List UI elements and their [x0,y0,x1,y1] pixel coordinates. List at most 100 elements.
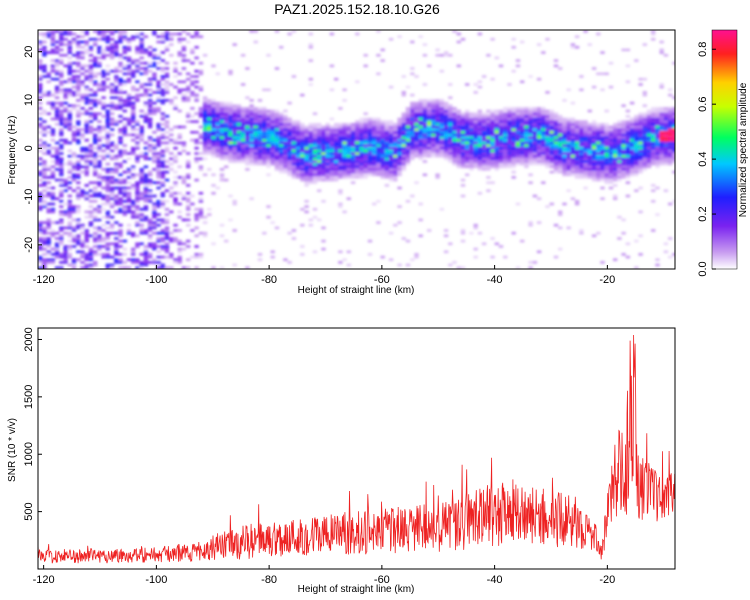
heatmap-cell [566,173,571,177]
heatmap-cell [393,123,398,126]
heatmap-cell [257,107,263,110]
tick-label: -20 [23,237,35,253]
heatmap-cell [651,32,656,36]
heatmap-cell [570,101,576,105]
heatmap-cell [579,168,584,171]
heatmap-cell [498,64,504,68]
heatmap-cell [520,128,525,131]
heatmap-cell [481,136,487,139]
heatmap-cell [486,176,491,179]
heatmap-cell [160,141,165,145]
heatmap-cell [160,133,165,137]
heatmap-cell [304,144,309,147]
heatmap-cell [621,218,626,222]
heatmap-cell [388,165,394,169]
heatmap-cell [262,141,267,145]
heatmap-cell [71,173,77,177]
heatmap-cell [160,194,165,198]
heatmap-cell [42,160,47,163]
heatmap-cell [435,176,440,179]
heatmap-cell [67,61,72,65]
heatmap-cell [270,128,275,131]
heatmap-cell [515,112,521,115]
heatmap-cell [131,109,136,113]
heatmap-cell [397,149,402,153]
heatmap-cell [308,218,313,222]
heatmap-cell [651,30,656,33]
tick-label: -120 [33,574,55,586]
heatmap-cell [266,144,271,147]
heatmap-cell [418,104,423,107]
heatmap-cell [355,144,360,147]
heatmap-cell [42,40,47,44]
heatmap-cell [236,146,242,150]
heatmap-cell [59,32,64,36]
heatmap-cell [139,242,144,246]
heatmap-cell [422,104,428,107]
heatmap-cell [152,152,157,155]
heatmap-cell [566,141,571,145]
heatmap-cell [156,136,161,139]
heatmap-cell [587,165,592,169]
heatmap-cell [367,149,373,153]
heatmap-cell [668,152,673,155]
heatmap-cell [84,253,89,256]
heatmap-cell [202,221,208,224]
heatmap-cell [422,146,428,150]
heatmap-cell [376,54,381,57]
heatmap-cell [524,115,529,118]
heatmap-cell [59,157,64,161]
heatmap-cell [342,136,347,139]
heatmap-cell [63,210,68,214]
heatmap-cell [126,133,132,137]
heatmap-cell [562,120,567,123]
heatmap-cell [532,120,538,123]
heatmap-cell [317,125,322,129]
heatmap-cell [308,125,313,129]
heatmap-cell [456,266,461,269]
heatmap-cell [490,125,495,129]
heatmap-cell [186,266,191,269]
heatmap-cell [363,120,368,123]
heatmap-cell [460,239,466,243]
heatmap-cell [503,112,508,115]
heatmap-cell [410,149,415,153]
heatmap-cell [600,162,605,166]
heatmap-cell [321,152,326,155]
heatmap-cell [236,157,242,161]
heatmap-cell [147,112,153,115]
heatmap-cell [202,107,208,110]
heatmap-cell [156,138,161,142]
heatmap-cell [642,104,647,107]
heatmap-cell [245,109,250,113]
heatmap-cell [477,157,483,161]
heatmap-cell [422,112,428,115]
heatmap-cell [651,120,656,123]
heatmap-cell [50,173,56,177]
heatmap-cell [173,184,178,187]
heatmap-cell [414,109,419,113]
heatmap-cell [448,125,453,129]
heatmap-cell [97,226,102,230]
heatmap-cell [274,112,280,115]
heatmap-cell [54,146,60,150]
heatmap-cell [566,170,571,174]
heatmap-cell [477,133,483,137]
heatmap-cell [338,152,343,155]
heatmap-cell [50,32,56,36]
heatmap-cell [105,210,110,214]
heatmap-cell [80,165,85,169]
heatmap-cell [668,131,673,134]
heatmap-cell [511,107,516,110]
heatmap-cell [54,242,60,246]
heatmap-cell [629,152,635,155]
heatmap-cell [532,133,538,137]
heatmap-cell [105,46,110,49]
heatmap-cell [363,149,368,153]
heatmap-cell [481,157,487,161]
heatmap-cell [135,181,140,184]
heatmap-cell [109,255,115,259]
heatmap-cell [393,178,398,182]
heatmap-cell [126,176,132,179]
heatmap-cell [295,154,301,158]
